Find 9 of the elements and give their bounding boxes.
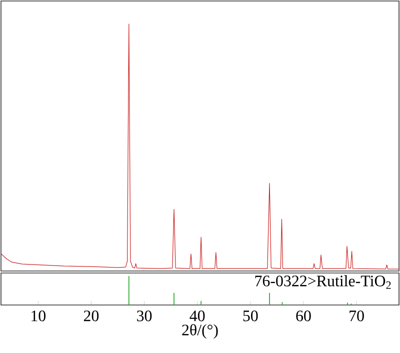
x-tick-label: 30	[137, 310, 152, 322]
x-tick-label: 60	[296, 310, 311, 322]
x-tick-label: 40	[190, 310, 205, 322]
x-axis-title: 2θ/(°)	[182, 324, 218, 339]
x-tick-label: 20	[84, 310, 99, 322]
annotation: 76-0322>Rutile-TiO$_{2}$	[255, 275, 391, 289]
x-tick-label: 70	[350, 310, 364, 322]
x-tick-label: 50	[243, 310, 258, 322]
x-tick-label: 10	[32, 310, 46, 322]
